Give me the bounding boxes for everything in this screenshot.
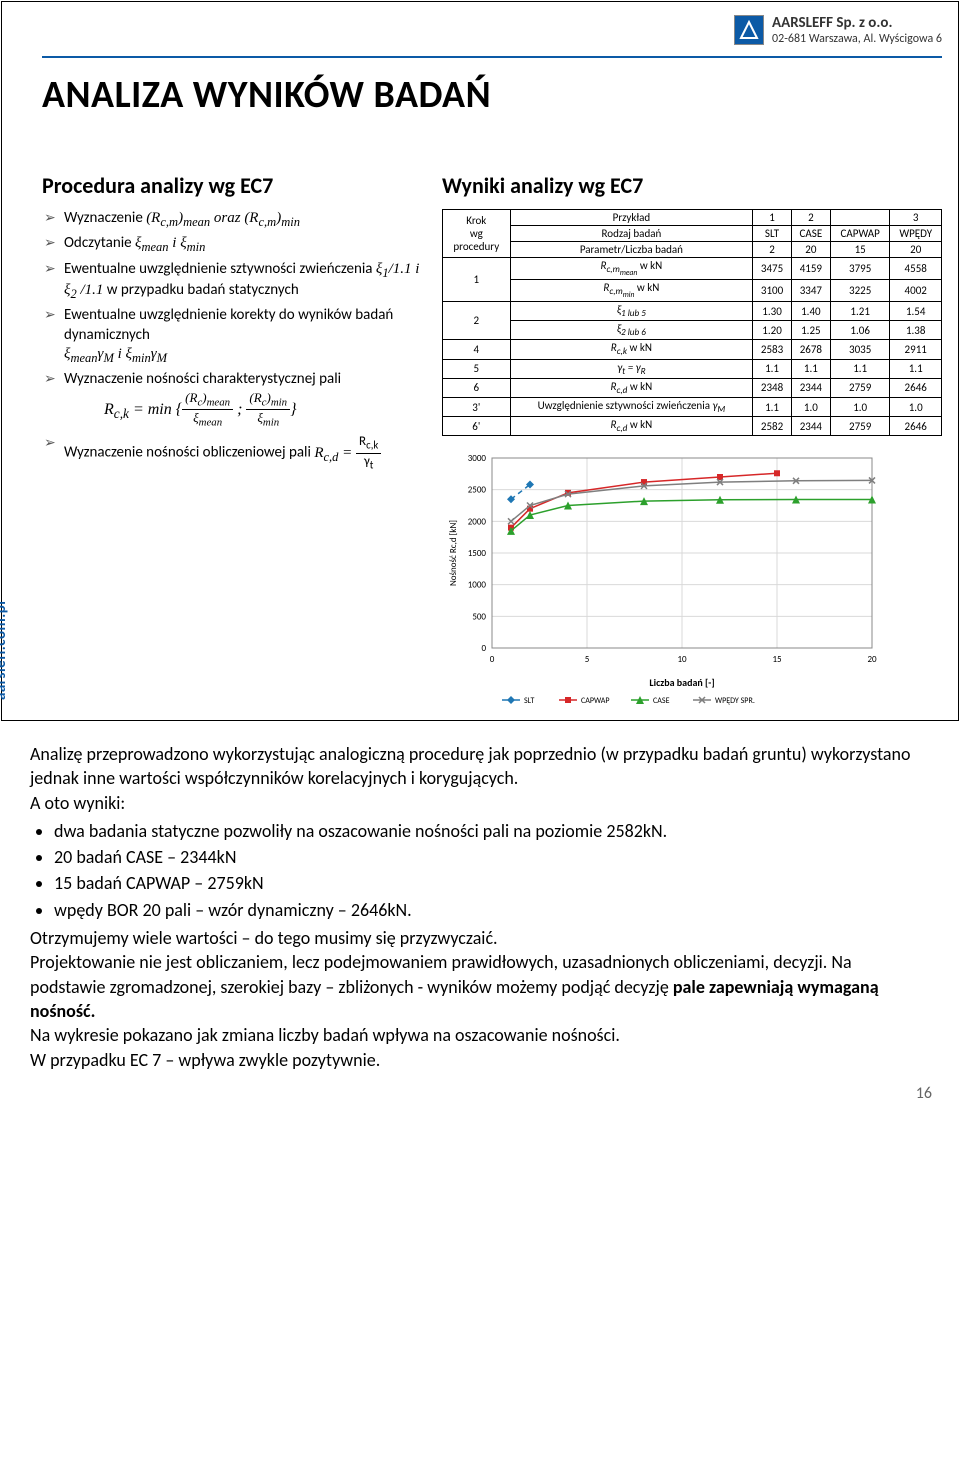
results-column: Wyniki analizy wg EC7 KrokwgproceduryPrz… (442, 172, 942, 717)
proc-item: Ewentualne uwzględnienie sztywności zwie… (42, 260, 422, 303)
proc-item: Wyznaczenie nośności obliczeniowej pali … (42, 434, 422, 472)
paragraph: A oto wyniki: (30, 791, 930, 815)
proc-item: Wyznaczenie (Rc,m)mean oraz (Rc,m)min (42, 209, 422, 230)
proc-item: Odczytanie ξmean i ξmin (42, 234, 422, 255)
svg-text:CASE: CASE (653, 696, 670, 706)
svg-text:3000: 3000 (468, 453, 487, 464)
svg-text:5: 5 (585, 654, 590, 665)
proc-item: Wyznaczenie nośności charakterystycznej … (42, 370, 422, 430)
company-address: 02-681 Warszawa, Al. Wyścigowa 6 (772, 32, 942, 46)
paragraph: Na wykresie pokazano jak zmiana liczby b… (30, 1023, 930, 1047)
bullet: 15 badań CAPWAP – 2759kN (54, 871, 930, 895)
sidebar-url: aarsleff.com.pl (0, 601, 10, 700)
body-text: Analizę przeprowadzono wykorzystując ana… (0, 722, 960, 1072)
svg-text:SLT: SLT (524, 696, 534, 706)
paragraph: W przypadku EC 7 – wpływa zwykle pozytyw… (30, 1048, 930, 1072)
paragraph: Projektowanie nie jest obliczaniem, lecz… (30, 950, 930, 1023)
svg-text:Nośność Rc,d [kN]: Nośność Rc,d [kN] (448, 520, 459, 586)
page-title: ANALIZA WYNIKÓW BADAŃ (42, 72, 491, 118)
slide: AARSLEFF Sp. z o.o. 02-681 Warszawa, Al.… (1, 1, 959, 721)
capacity-chart: 0 500 1000 1500 2000 2500 3000 0 5 10 15 20 Nośność … (442, 448, 902, 717)
company-name: AARSLEFF Sp. z o.o. (772, 14, 942, 32)
svg-text:1500: 1500 (468, 548, 487, 559)
paragraph: Analizę przeprowadzono wykorzystując ana… (30, 742, 930, 791)
svg-text:WPĘDY SPR.: WPĘDY SPR. (715, 696, 755, 706)
procedure-column: Procedura analizy wg EC7 Wyznaczenie (Rc… (42, 172, 422, 476)
procedure-heading: Procedura analizy wg EC7 (42, 172, 422, 199)
svg-text:10: 10 (677, 654, 687, 665)
page-number: 16 (0, 1072, 960, 1115)
svg-text:Liczba badań [-]: Liczba badań [-] (649, 676, 714, 689)
svg-text:0: 0 (481, 643, 486, 654)
bullet: 20 badań CASE – 2344kN (54, 845, 930, 869)
formula-rck: Rc,k = min {(Rc)meanξmean ; (Rc)minξmin} (64, 390, 422, 430)
svg-text:0: 0 (490, 654, 495, 665)
paragraph: Otrzymujemy wiele wartości – do tego mus… (30, 926, 930, 950)
divider (42, 56, 942, 58)
svg-text:2500: 2500 (468, 485, 487, 496)
svg-text:20: 20 (867, 654, 877, 665)
svg-text:15: 15 (772, 654, 782, 665)
bullet: dwa badania statyczne pozwoliły na oszac… (54, 819, 930, 843)
results-heading: Wyniki analizy wg EC7 (442, 172, 942, 199)
company-logo (734, 15, 764, 45)
results-table: KrokwgproceduryPrzykład123Rodzaj badańSL… (442, 209, 942, 436)
svg-text:500: 500 (472, 612, 486, 623)
svg-text:CAPWAP: CAPWAP (581, 696, 610, 706)
bullet: wpędy BOR 20 pali – wzór dynamiczny – 26… (54, 898, 930, 922)
header: AARSLEFF Sp. z o.o. 02-681 Warszawa, Al.… (734, 14, 942, 46)
proc-item: Ewentualne uwzględnienie korekty do wyni… (42, 306, 422, 366)
svg-text:1000: 1000 (468, 580, 487, 591)
svg-text:2000: 2000 (468, 517, 487, 528)
